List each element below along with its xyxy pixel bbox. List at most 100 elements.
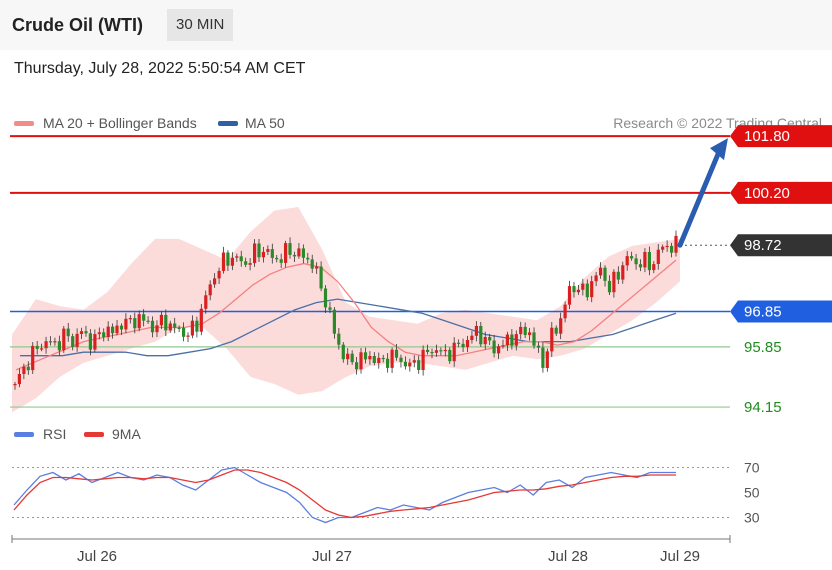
candle-body xyxy=(315,266,319,269)
candle-body xyxy=(35,345,39,349)
candle-body xyxy=(199,308,203,332)
candle-body xyxy=(40,348,44,350)
candle-body xyxy=(665,245,669,248)
candle-body xyxy=(310,259,314,269)
candle-body xyxy=(57,341,61,351)
bollinger-band xyxy=(12,207,680,413)
candle-body xyxy=(372,356,376,363)
candle-body xyxy=(226,252,230,266)
time-tick-label: Jul 28 xyxy=(548,548,588,565)
candle-body xyxy=(386,358,390,368)
candle-body xyxy=(346,353,350,360)
candle-body xyxy=(403,361,407,367)
candle-body xyxy=(221,252,226,271)
candle-body xyxy=(412,360,416,363)
candle-body xyxy=(159,314,163,326)
candle-body xyxy=(359,352,363,370)
candle-body xyxy=(248,263,252,265)
legend-9ma-swatch xyxy=(84,432,104,437)
projection-arrow-head xyxy=(710,138,728,161)
candle-body xyxy=(443,349,447,352)
candle-body xyxy=(399,357,403,362)
candle-body xyxy=(563,304,567,319)
candle-body xyxy=(22,366,26,374)
candle-body xyxy=(292,254,297,257)
candle-body xyxy=(75,333,79,347)
candle-body xyxy=(470,335,474,340)
candle-body xyxy=(88,333,92,350)
candle-body xyxy=(368,356,372,360)
candle-body xyxy=(230,257,234,266)
candle-body xyxy=(452,342,456,362)
candle-body xyxy=(31,345,35,371)
candle-body xyxy=(426,349,430,352)
candle-body xyxy=(554,327,558,334)
timeframe-badge[interactable]: 30 MIN xyxy=(167,9,234,41)
candle-body xyxy=(492,340,496,354)
pivot-label-box xyxy=(730,300,832,323)
timestamp: Thursday, July 28, 2022 5:50:54 AM CET xyxy=(14,60,306,77)
candle-body xyxy=(483,337,487,345)
candle-body xyxy=(603,267,607,281)
candle-body xyxy=(332,309,336,334)
rsi-tick-label: 30 xyxy=(744,510,760,526)
last-price-label: 98.72 xyxy=(744,237,782,254)
resistance-label: 100.20 xyxy=(744,185,790,202)
candle-body xyxy=(474,326,478,336)
candle-body xyxy=(261,251,265,258)
rsi-series-9ma xyxy=(13,469,676,519)
candle-body xyxy=(612,271,616,293)
legend-ma20-label: MA 20 + Bollinger Bands xyxy=(43,115,197,131)
candle-body xyxy=(44,341,48,349)
candle-body xyxy=(164,314,168,331)
candle-body xyxy=(594,275,598,282)
candle-body xyxy=(434,350,438,353)
projection-arrow-shaft xyxy=(677,151,721,248)
candle-body xyxy=(319,266,323,289)
candle-body xyxy=(288,243,292,255)
candle-body xyxy=(656,249,660,264)
candle-body xyxy=(186,335,190,337)
candle-body xyxy=(528,332,532,335)
candle-body xyxy=(519,326,523,335)
rsi-panel: 70 50 30 xyxy=(12,460,760,526)
candle-body xyxy=(48,341,53,343)
candle-body xyxy=(79,331,84,334)
level-lines xyxy=(10,135,730,408)
candle-body xyxy=(266,249,270,252)
pivot-label: 96.85 xyxy=(744,303,782,320)
candle-body xyxy=(647,252,651,271)
candle-body xyxy=(523,326,527,335)
candle-body xyxy=(182,327,186,337)
candle-body xyxy=(253,243,257,264)
candle-body xyxy=(448,349,452,362)
legend-9ma-label: 9MA xyxy=(112,426,141,442)
candle-body xyxy=(461,343,465,348)
candle-body xyxy=(297,248,301,257)
last-price-label-box xyxy=(730,234,832,257)
candle-body xyxy=(217,270,221,279)
candle-body xyxy=(514,334,518,346)
candle-body xyxy=(284,243,288,263)
candle-body xyxy=(390,349,394,368)
candle-body xyxy=(674,235,678,253)
candle-body xyxy=(576,289,580,293)
candle-body xyxy=(652,264,656,271)
candle-body xyxy=(670,245,674,253)
candle-body xyxy=(541,347,545,368)
candle-body xyxy=(497,346,501,354)
candle-body xyxy=(394,349,399,358)
candle-body xyxy=(213,278,217,285)
candle-body xyxy=(208,284,212,296)
candle-body xyxy=(381,357,385,360)
candle-body xyxy=(137,314,141,329)
candle-body xyxy=(26,366,30,371)
candle-body xyxy=(244,261,248,265)
candle-body xyxy=(616,271,620,280)
candle-body xyxy=(177,327,181,329)
candle-body xyxy=(585,283,589,298)
candle-body xyxy=(66,328,70,337)
candle-body xyxy=(439,350,443,352)
legend-ma50-label: MA 50 xyxy=(245,115,285,131)
